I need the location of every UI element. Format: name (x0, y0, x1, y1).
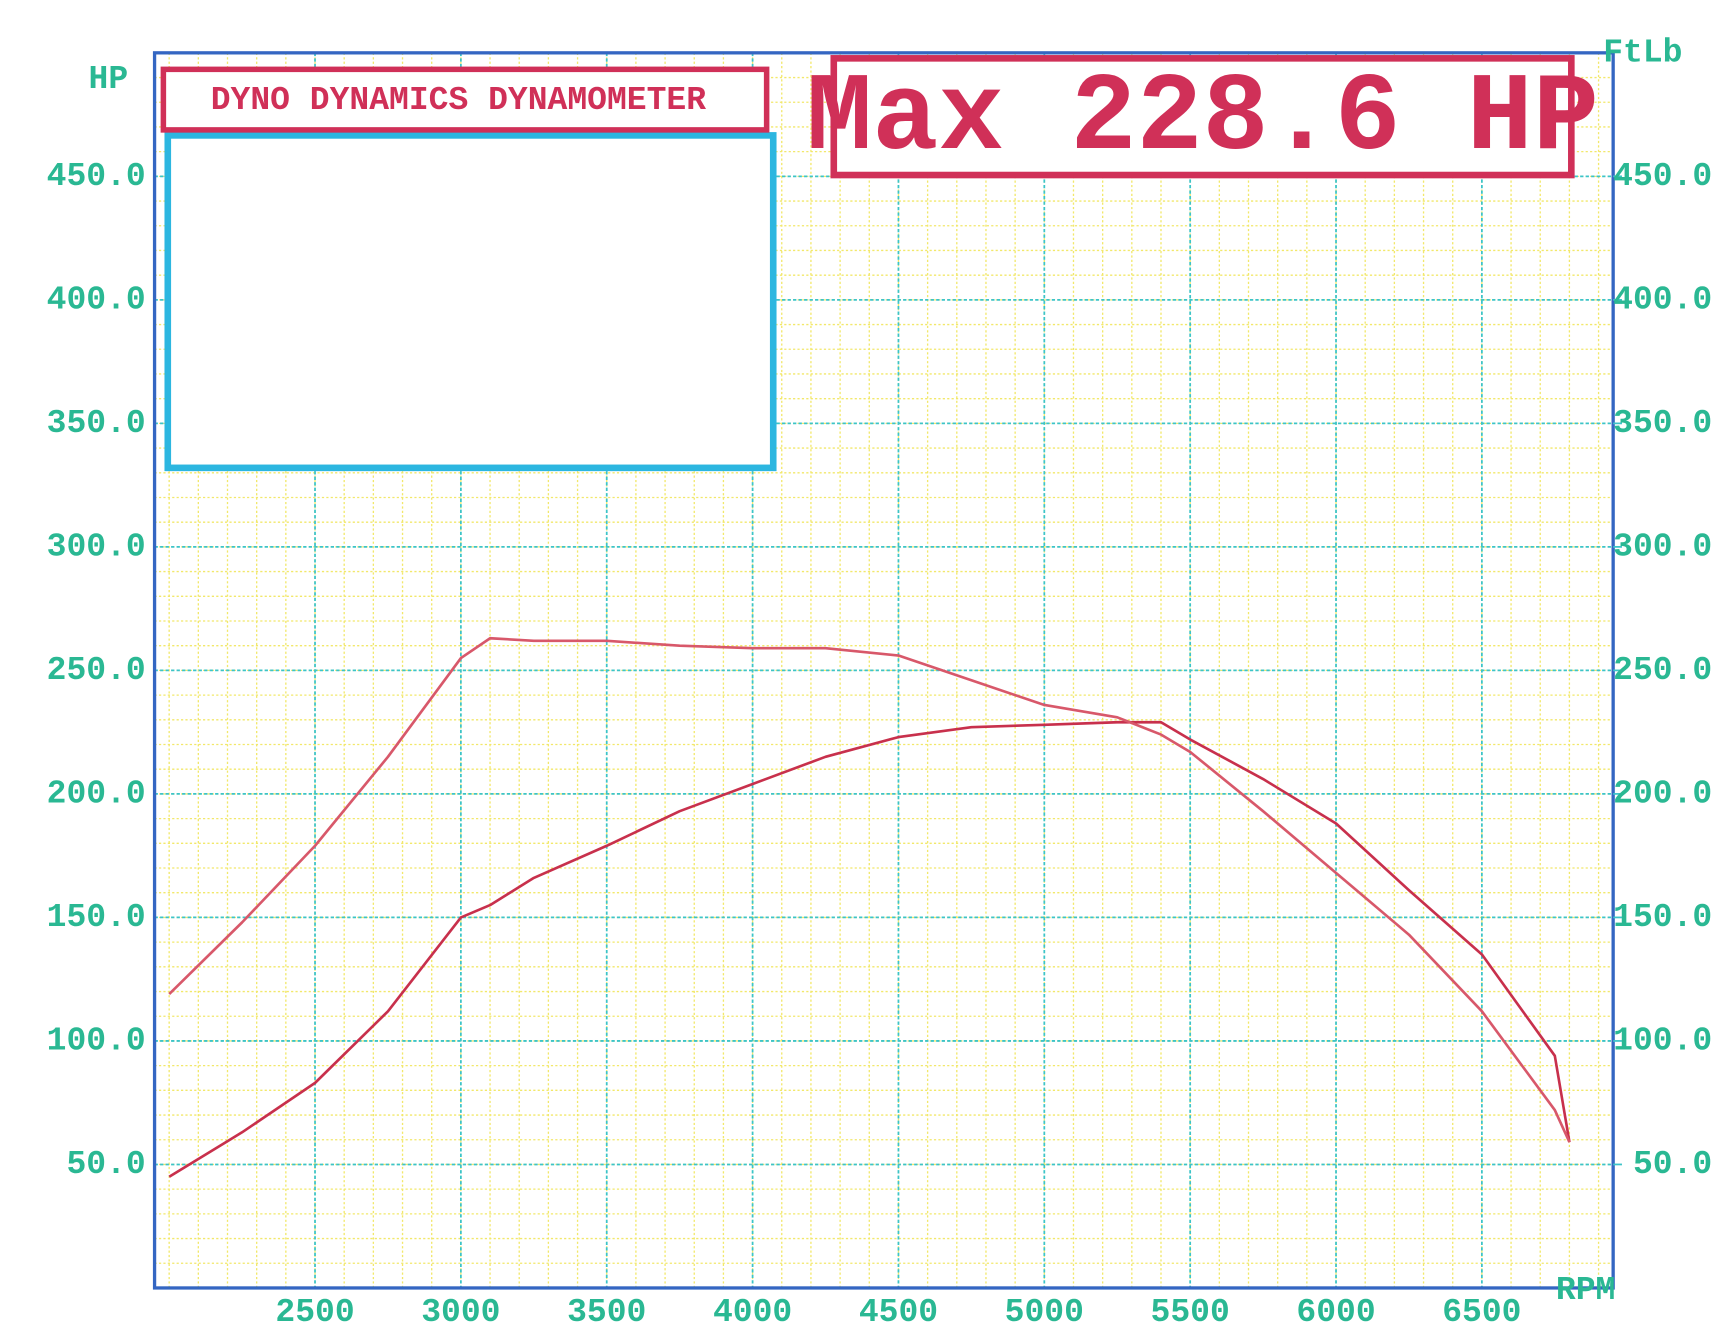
x-tick-label: 3500 (567, 1294, 646, 1331)
x-tick-label: 5500 (1151, 1294, 1230, 1331)
y-tick-label: 250.0 (47, 652, 146, 689)
y2-tick-label: 300.0 (1613, 529, 1712, 566)
x-tick-label: 4500 (859, 1294, 938, 1331)
x-tick-label: 6500 (1442, 1294, 1521, 1331)
x-axis-label: RPM (1556, 1272, 1615, 1309)
y2-tick-label: 350.0 (1613, 405, 1712, 442)
y2-axis-label: FtLb (1603, 35, 1682, 72)
series-line (168, 636, 1571, 1143)
x-tick-label: 5000 (1005, 1294, 1084, 1331)
y2-tick-label: 200.0 (1613, 776, 1712, 813)
y-tick-label: 450.0 (47, 158, 146, 195)
max-box (830, 55, 1575, 179)
title-box (160, 66, 770, 133)
chart-title: DYNO DYNAMICS DYNAMOMETER (211, 82, 707, 119)
x-tick-label: 6000 (1296, 1294, 1375, 1331)
y2-tick-label: 100.0 (1613, 1023, 1712, 1060)
mark-layer (168, 636, 1571, 1178)
y-tick-label: 100.0 (47, 1023, 146, 1060)
y2-tick-label: 150.0 (1613, 899, 1712, 936)
y2-tick-label: 250.0 (1613, 652, 1712, 689)
y-tick-label: 400.0 (47, 282, 146, 319)
grid-layer (154, 52, 1614, 1288)
y-tick-label: 350.0 (47, 405, 146, 442)
y-axis-label: HP (89, 61, 129, 98)
y2-tick-label: 450.0 (1613, 158, 1712, 195)
y-tick-label: 150.0 (47, 899, 146, 936)
y2-tick-label: 50.0 (1633, 1146, 1712, 1183)
max-annotation: Max 228.6 HP (806, 57, 1599, 182)
x-tick-label: 2500 (275, 1294, 354, 1331)
series-line (168, 720, 1571, 1178)
y-tick-label: 200.0 (47, 776, 146, 813)
x-tick-label: 3000 (421, 1294, 500, 1331)
y-tick-label: 300.0 (47, 529, 146, 566)
x-tick-label: 4000 (713, 1294, 792, 1331)
y-tick-label: 50.0 (66, 1146, 145, 1183)
y2-tick-label: 400.0 (1613, 282, 1712, 319)
info-box (164, 132, 777, 472)
